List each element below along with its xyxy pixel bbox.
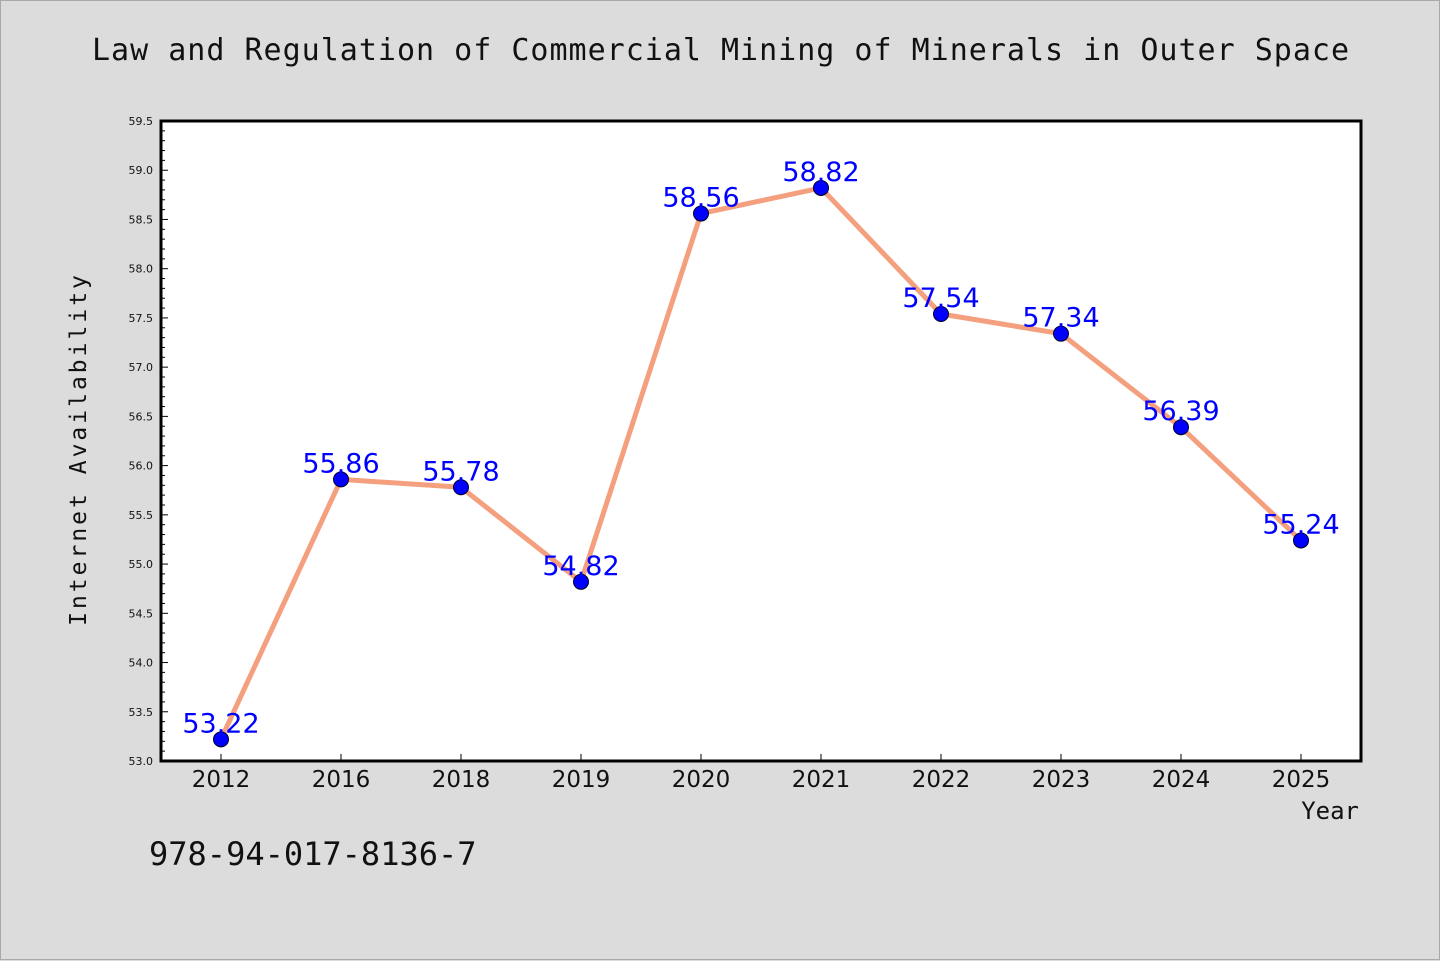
data-label: 53.22 — [182, 708, 259, 739]
data-point — [1293, 532, 1309, 549]
x-tick-label: 2012 — [192, 767, 251, 793]
data-point — [453, 479, 469, 496]
x-tick-label: 2018 — [432, 767, 491, 793]
y-tick-label: 54.0 — [129, 657, 154, 670]
data-point — [213, 731, 229, 748]
x-axis-label: Year — [1301, 797, 1359, 825]
x-tick-label: 2025 — [1272, 767, 1331, 793]
y-tick-label: 57.5 — [129, 312, 154, 325]
x-tick-label: 2020 — [672, 767, 731, 793]
x-tick-label: 2019 — [552, 767, 611, 793]
x-tick-label: 2022 — [912, 767, 971, 793]
y-tick-label: 58.5 — [129, 213, 154, 226]
data-label: 57.34 — [1022, 303, 1099, 334]
y-tick-label: 56.5 — [129, 410, 154, 423]
y-tick-label: 58.0 — [129, 263, 154, 276]
data-point — [333, 471, 349, 488]
data-label: 55.86 — [302, 448, 379, 479]
isbn-code: 978-94-017-8136-7 — [149, 835, 477, 873]
data-point — [573, 573, 589, 590]
data-label: 55.78 — [422, 456, 499, 487]
y-tick-label: 55.0 — [129, 558, 154, 571]
y-tick-label: 53.5 — [129, 706, 154, 719]
data-label: 54.82 — [542, 551, 619, 582]
x-tick-label: 2024 — [1152, 767, 1211, 793]
plot-border — [159, 119, 1363, 763]
data-point — [813, 179, 829, 196]
data-point — [693, 205, 709, 222]
y-tick-label: 56.0 — [129, 460, 154, 473]
data-point — [933, 305, 949, 322]
x-tick-label: 2023 — [1032, 767, 1091, 793]
data-label: 55.24 — [1262, 509, 1339, 540]
chart-title: Law and Regulation of Commercial Mining … — [91, 33, 1351, 68]
data-label: 56.39 — [1142, 396, 1219, 427]
y-tick-label: 55.5 — [129, 509, 154, 522]
data-label: 58.82 — [782, 157, 859, 188]
y-tick-label: 59.0 — [129, 164, 154, 177]
y-tick-label: 59.5 — [129, 115, 154, 128]
x-tick-label: 2021 — [792, 767, 851, 793]
y-tick-label: 57.0 — [129, 361, 154, 374]
data-point — [1173, 419, 1189, 436]
data-point — [1053, 325, 1069, 342]
data-label: 57.54 — [902, 283, 979, 314]
series-line — [218, 185, 1304, 742]
x-tick-label: 2016 — [312, 767, 371, 793]
plot-area — [161, 121, 1361, 761]
y-tick-label: 54.5 — [129, 607, 154, 620]
y-tick-label: 53.0 — [129, 755, 154, 768]
data-label: 58.56 — [662, 183, 739, 214]
